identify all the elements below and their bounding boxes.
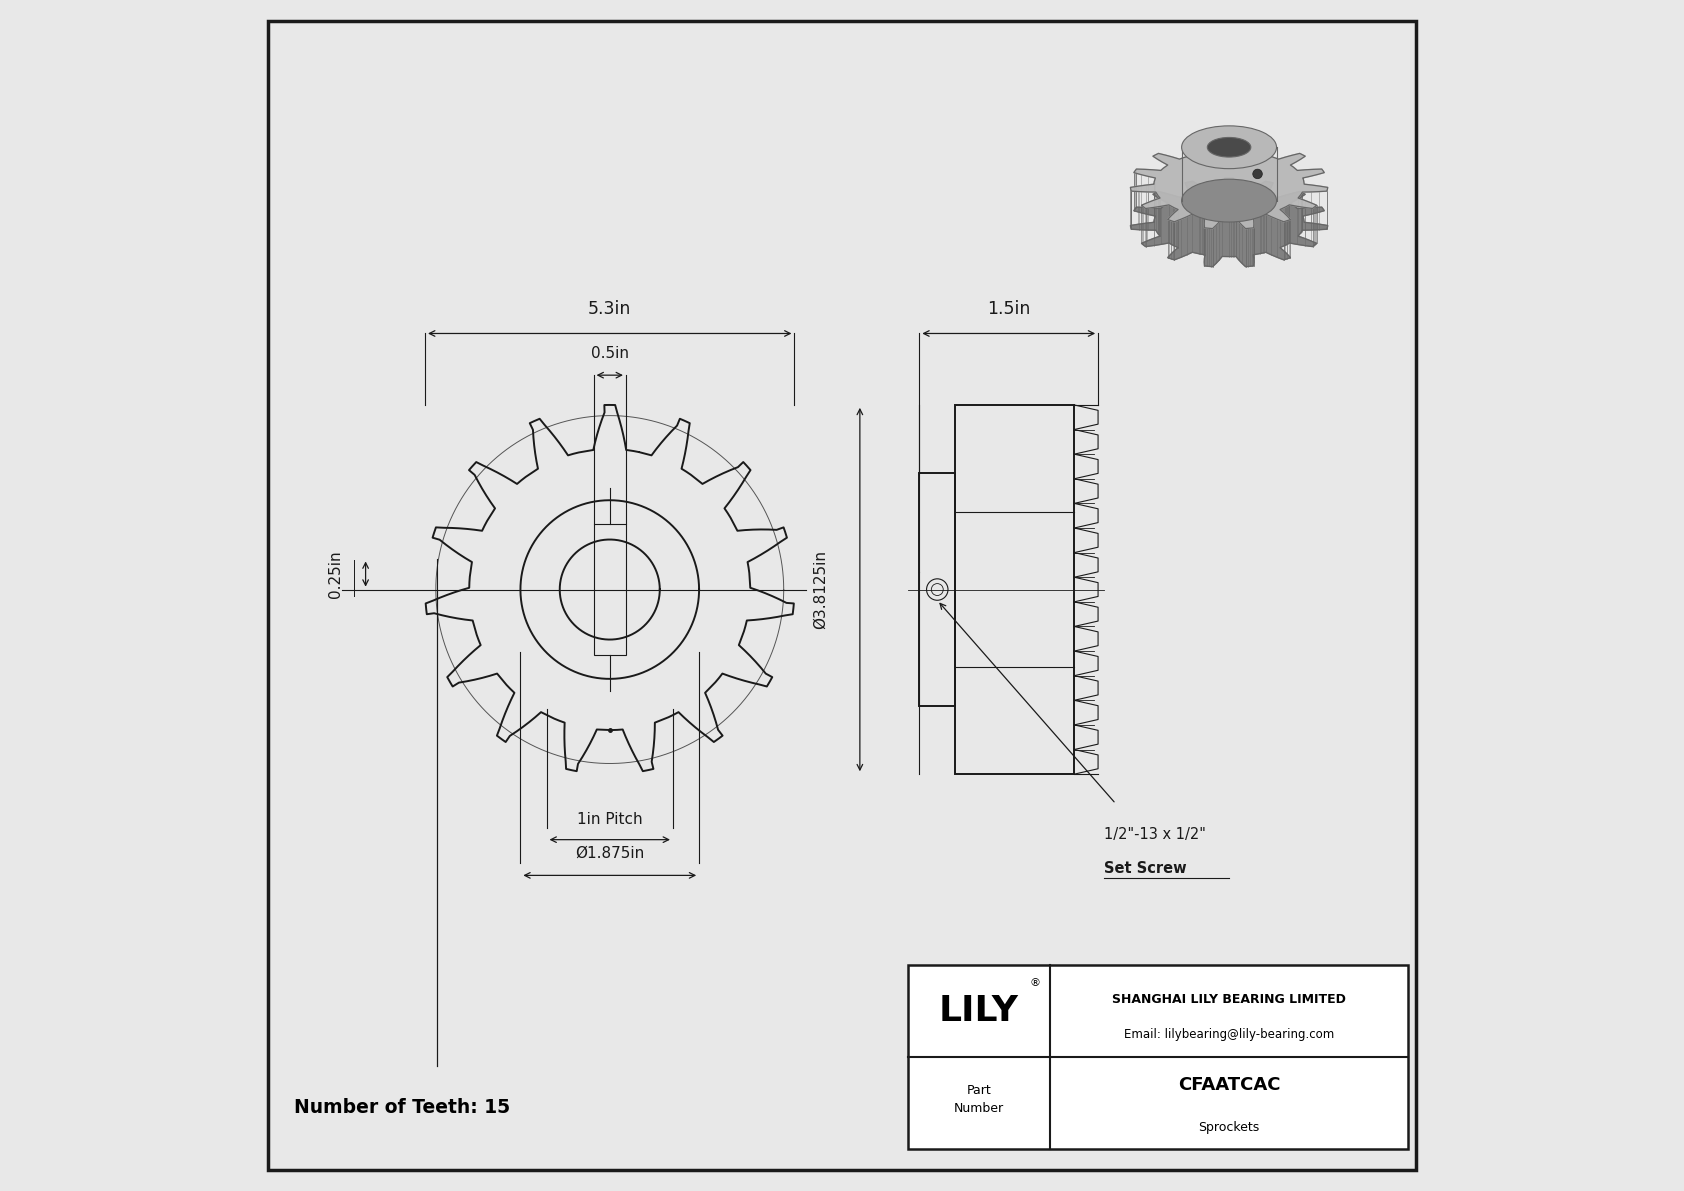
Text: 1.5in: 1.5in <box>987 300 1031 318</box>
Text: Ø3.8125in: Ø3.8125in <box>813 550 829 629</box>
Bar <box>955 405 1074 774</box>
Text: Email: lilybearing@lily-bearing.com: Email: lilybearing@lily-bearing.com <box>1123 1028 1334 1041</box>
Polygon shape <box>1130 179 1327 267</box>
Text: Number of Teeth: 15: Number of Teeth: 15 <box>295 1098 510 1117</box>
Text: 1in Pitch: 1in Pitch <box>578 811 643 827</box>
Text: SHANGHAI LILY BEARING LIMITED: SHANGHAI LILY BEARING LIMITED <box>1111 993 1346 1006</box>
Text: 0.25in: 0.25in <box>328 550 344 598</box>
Bar <box>919 473 955 706</box>
Text: Sprockets: Sprockets <box>1199 1121 1260 1134</box>
Text: 0.5in: 0.5in <box>591 345 628 361</box>
Circle shape <box>1253 169 1263 179</box>
Text: Part
Number: Part Number <box>953 1084 1004 1115</box>
Ellipse shape <box>1182 126 1276 169</box>
Text: Ø1.875in: Ø1.875in <box>576 846 645 861</box>
Ellipse shape <box>1207 137 1251 157</box>
Ellipse shape <box>1182 179 1276 222</box>
Text: ®: ® <box>1029 979 1041 989</box>
Text: 1/2"-13 x 1/2": 1/2"-13 x 1/2" <box>1105 827 1206 842</box>
Text: LILY: LILY <box>940 993 1019 1028</box>
Text: CFAATCAC: CFAATCAC <box>1177 1075 1280 1093</box>
Bar <box>594 524 626 655</box>
Text: Set Screw: Set Screw <box>1105 861 1187 877</box>
Polygon shape <box>1130 141 1327 229</box>
Bar <box>908 965 1408 1149</box>
Text: 5.3in: 5.3in <box>588 300 632 318</box>
